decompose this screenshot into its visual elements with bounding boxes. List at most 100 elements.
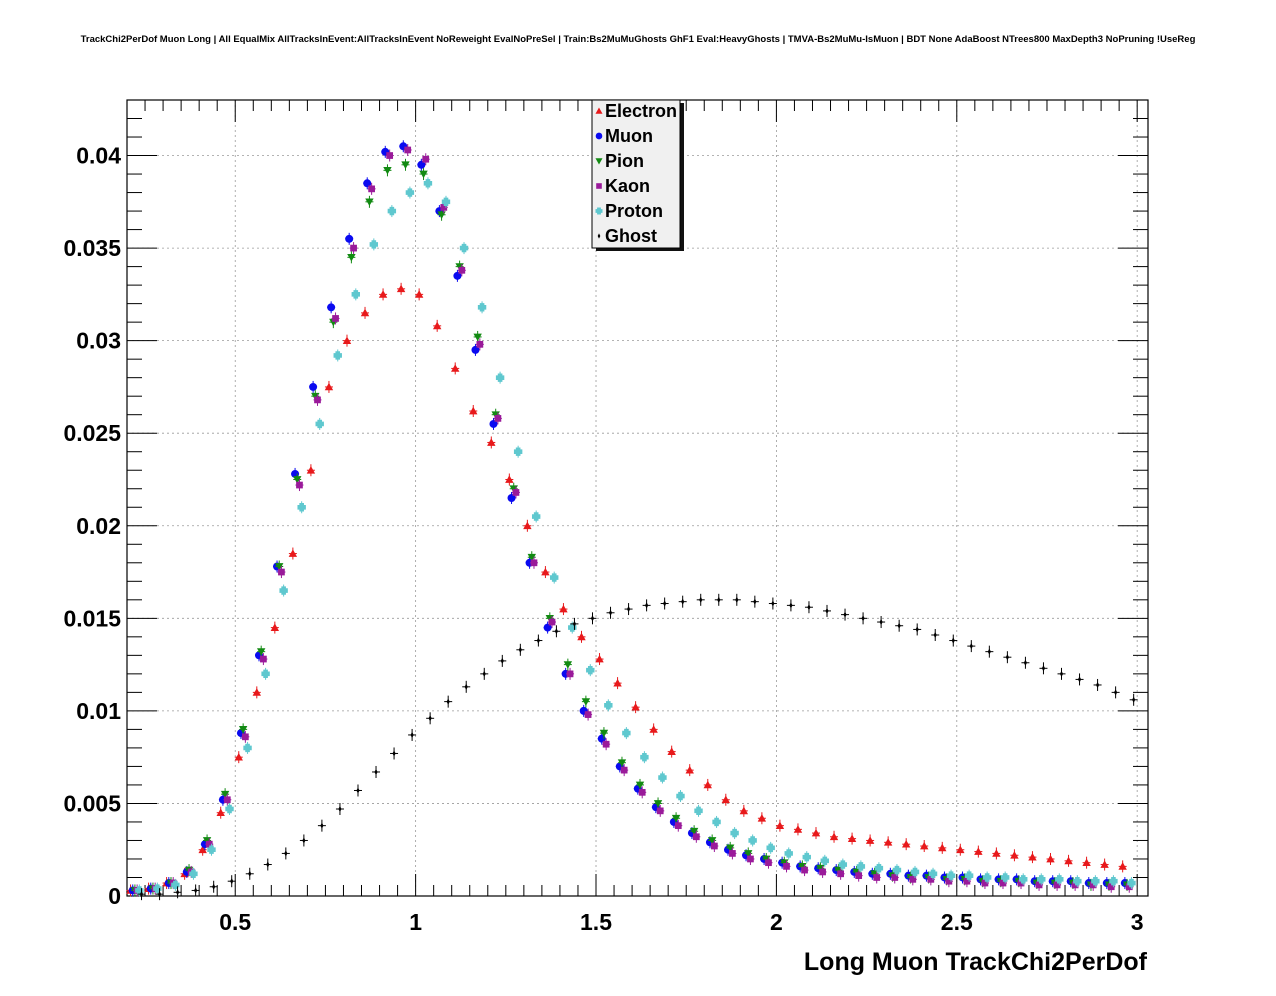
data-point-kaon (1107, 883, 1115, 891)
data-point-ghost (933, 631, 937, 639)
data-point-proton (351, 290, 360, 299)
data-point-ghost (1132, 696, 1136, 703)
data-point-ghost (139, 890, 144, 898)
data-point-ghost (536, 637, 540, 644)
data-point-electron (1046, 854, 1055, 863)
data-point-electron (721, 795, 731, 804)
data-point-kaon (566, 670, 574, 678)
data-point-electron (1118, 862, 1127, 870)
data-point-proton (712, 817, 721, 827)
data-point-electron (216, 808, 225, 817)
data-point-proton (513, 447, 523, 456)
legend-box (591, 99, 681, 249)
data-point-ghost (825, 607, 829, 615)
data-point-kaon (891, 874, 899, 881)
data-point-muon (309, 382, 318, 391)
data-point-proton (369, 240, 379, 249)
data-point-proton (874, 864, 884, 873)
data-point-pion (256, 648, 266, 656)
data-point-electron (559, 604, 568, 613)
data-point-muon (345, 234, 354, 243)
data-point-proton (297, 503, 306, 512)
data-point-electron (956, 845, 965, 854)
y-tick-label: 0.04 (76, 143, 121, 169)
data-point-electron (703, 780, 712, 789)
data-point-pion (617, 759, 627, 767)
data-point-electron (577, 632, 586, 641)
data-point-electron (595, 654, 604, 663)
data-point-kaon (350, 244, 357, 252)
series-ghost (137, 593, 1138, 901)
data-point-kaon (801, 866, 808, 874)
data-point-muon (327, 303, 336, 312)
data-point-kaon (332, 315, 339, 322)
legend: Electron Muon Pion Kaon Proton Ghost (591, 99, 684, 251)
data-point-electron (324, 382, 334, 391)
data-point-proton (946, 871, 956, 880)
data-point-proton (676, 791, 685, 801)
data-point-kaon (656, 807, 664, 815)
data-point-kaon (296, 481, 303, 489)
data-point-kaon (368, 185, 375, 193)
data-point-ghost (771, 600, 775, 607)
data-point-ghost (176, 889, 180, 896)
data-point-proton (1019, 875, 1028, 884)
data-point-ghost (356, 787, 360, 794)
data-point-pion (744, 850, 753, 858)
data-point-electron (378, 290, 388, 298)
data-point-kaon (548, 618, 556, 626)
data-point-ghost (410, 731, 414, 739)
data-point-proton (982, 873, 992, 882)
data-point-electron (613, 678, 622, 687)
data-point-electron (541, 567, 550, 576)
data-point-proton (604, 701, 613, 710)
data-point-muon (363, 179, 372, 188)
series-pion (130, 158, 1132, 897)
data-point-kaon (241, 733, 249, 741)
data-point-proton (838, 860, 848, 869)
y-tick-label: 0 (108, 883, 121, 909)
data-point-proton (658, 773, 667, 782)
data-point-kaon (963, 877, 971, 885)
data-point-ghost (554, 628, 558, 635)
data-point-kaon (999, 879, 1007, 887)
data-point-electron (992, 849, 1001, 857)
data-point-kaon (314, 396, 321, 404)
legend-marker-kaon (596, 183, 602, 189)
legend-marker-pion (595, 158, 603, 165)
data-point-ghost (1114, 689, 1118, 696)
data-point-proton (1037, 875, 1046, 884)
data-point-ghost (590, 615, 595, 622)
data-point-electron (487, 438, 496, 446)
data-point-ghost (248, 870, 252, 877)
data-point-ghost (1041, 665, 1046, 672)
data-point-proton (207, 845, 216, 854)
x-tick-label: 0.5 (219, 909, 251, 935)
data-point-kaon (711, 842, 718, 850)
data-point-ghost (212, 883, 216, 890)
legend-marker-ghost (597, 233, 601, 239)
data-point-pion (599, 729, 609, 738)
data-point-proton (423, 179, 433, 188)
data-point-ghost (428, 715, 432, 722)
data-point-ghost (1023, 659, 1027, 666)
data-point-kaon (1035, 881, 1043, 889)
data-point-kaon (602, 740, 610, 748)
data-point-kaon (404, 146, 412, 154)
axis-ticks (126, 100, 1148, 897)
data-point-electron (1082, 858, 1091, 867)
data-point-pion (401, 161, 410, 169)
data-point-kaon (729, 850, 736, 857)
data-point-ghost (807, 604, 811, 611)
data-point-ghost (302, 837, 306, 844)
grid-lines (127, 100, 1148, 896)
data-point-ghost (1077, 676, 1082, 683)
data-point-pion (689, 827, 699, 836)
data-point-pion (707, 837, 717, 845)
data-point-proton (550, 573, 559, 582)
data-point-proton (1000, 873, 1010, 882)
data-point-ghost (789, 602, 793, 609)
legend-label-proton: Proton (605, 201, 663, 221)
data-point-ghost (482, 670, 486, 678)
